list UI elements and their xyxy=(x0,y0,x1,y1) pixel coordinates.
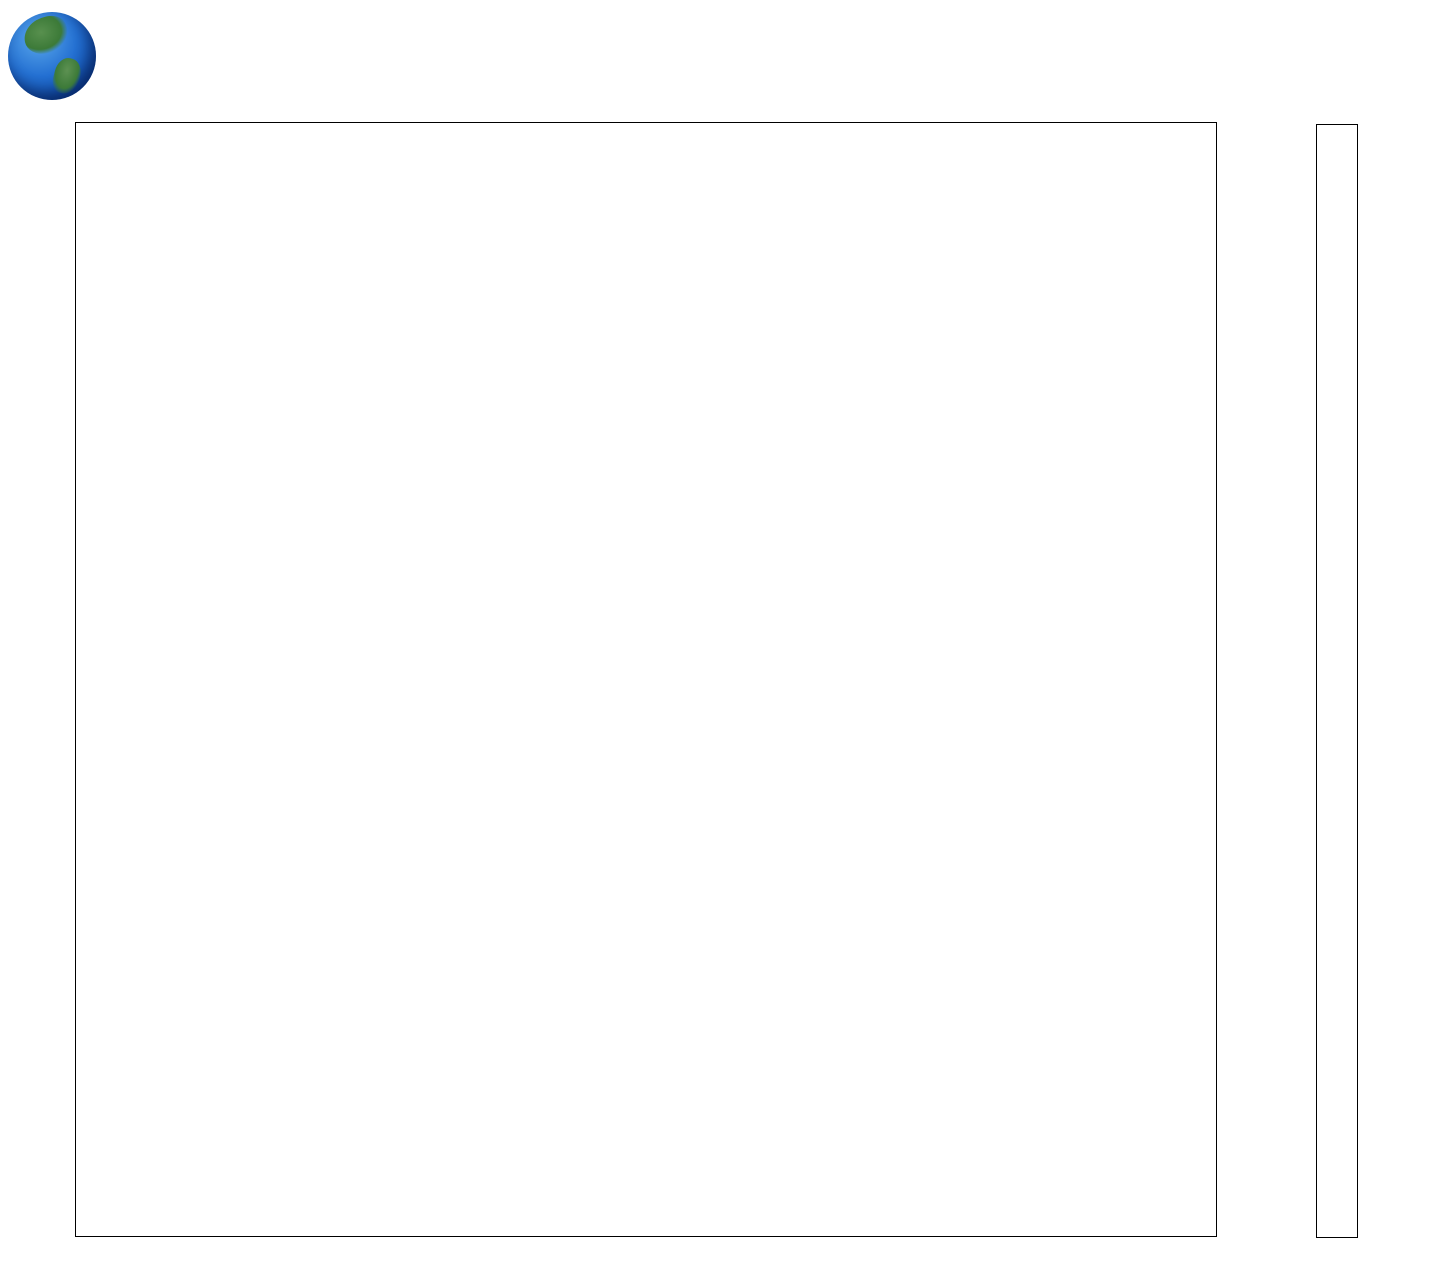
wind-barb-canvas xyxy=(76,123,1216,1236)
colorbar xyxy=(1316,124,1358,1238)
map-plot xyxy=(75,122,1217,1237)
coaps-logo xyxy=(8,12,96,100)
